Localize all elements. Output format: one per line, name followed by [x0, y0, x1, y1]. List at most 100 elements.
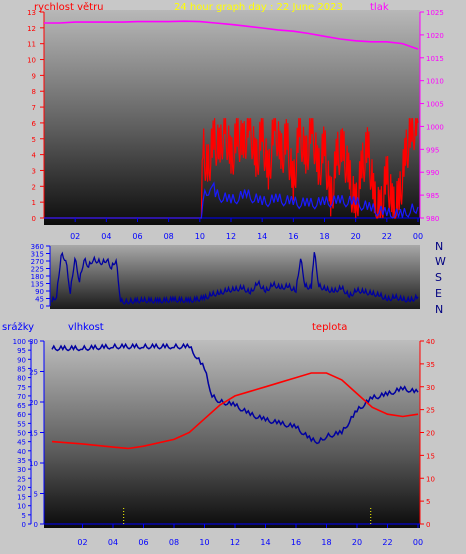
temperature-label: teplota [312, 322, 347, 333]
bottom-x-tick-label: 10 [199, 538, 209, 547]
rain-axis-tick-label: 65 [17, 402, 26, 410]
pressure-axis-tick-label: 1005 [426, 101, 444, 109]
wind-axis-tick-label: 6 [32, 120, 37, 128]
wind-direction-series-line [51, 251, 419, 305]
humidity-series-line [51, 342, 419, 445]
rain-axis-tick-label: 15 [17, 494, 26, 502]
pressure-axis-tick-label: 990 [426, 169, 439, 177]
temperature-series-line [51, 372, 419, 450]
wind-axis-tick-label: 10 [27, 57, 36, 65]
bottom-x-tick-label: 22 [382, 538, 392, 547]
wind-speed-series-line [44, 118, 419, 219]
bottom-x-tick-label: 12 [230, 538, 240, 547]
rain-axis-tick-label: 85 [17, 365, 26, 373]
humidity-axis-tick-label: 15 [29, 430, 38, 438]
bottom-x-tick-label: 18 [321, 538, 331, 547]
bottom-x-tick-label: 04 [108, 538, 118, 547]
wind-axis-tick-label: 13 [27, 9, 36, 17]
top-x-tick-label: 02 [70, 232, 80, 241]
rain-axis-tick-label: 35 [17, 457, 26, 465]
rain-axis-tick-label: 70 [17, 393, 26, 401]
direction-axis-tick-label: 90 [35, 288, 44, 296]
wind-axis-tick-label: 9 [32, 72, 36, 80]
humidity-axis-tick-label: 30 [29, 338, 38, 346]
top-x-tick-label: 08 [164, 232, 174, 241]
rain-axis-tick-label: 60 [17, 411, 26, 419]
direction-axis-tick-label: 0 [40, 303, 44, 311]
temperature-axis-tick-label: 40 [426, 338, 435, 346]
humidity-axis-tick-label: 20 [29, 399, 38, 407]
top-x-tick-label: 10 [195, 232, 205, 241]
wind-axis-tick-label: 8 [32, 88, 36, 96]
bottom-x-tick-label: 00 [413, 538, 423, 547]
pressure-axis-tick-label: 995 [426, 146, 439, 154]
direction-axis-tick-label: 225 [31, 266, 44, 274]
top-x-tick-label: 06 [132, 232, 142, 241]
rain-axis-tick-label: 25 [17, 475, 26, 483]
rain-axis-tick-label: 30 [17, 466, 26, 474]
pressure-label: tlak [370, 2, 389, 13]
bottom-x-tick-label: 06 [138, 538, 148, 547]
rain-axis-tick-label: 45 [17, 439, 26, 447]
chart-title: 24 hour graph day : 22 June 2023 [174, 2, 343, 13]
humidity-label: vlhkost [68, 322, 104, 333]
humidity-axis-tick-label: 10 [29, 460, 38, 468]
rain-axis-tick-label: 40 [17, 448, 26, 456]
pressure-axis-tick-label: 1000 [426, 123, 444, 131]
bottom-x-tick-label: 16 [291, 538, 301, 547]
pressure-axis-tick-label: 1010 [426, 78, 444, 86]
mid-plot-area [50, 245, 420, 309]
rain-axis-tick-label: 95 [17, 347, 26, 355]
wind-gust-series-line [44, 181, 419, 219]
top-x-tick-label: 18 [319, 232, 329, 241]
pressure-axis-tick-label: 1020 [426, 32, 444, 40]
top-x-tick-label: 00 [413, 232, 423, 241]
bottom-x-tick-label: 14 [260, 538, 270, 547]
temperature-axis-tick-label: 25 [426, 407, 435, 415]
humidity-axis-tick-label: 25 [29, 369, 38, 377]
top-plot-area [44, 10, 420, 225]
direction-axis-tick-label: 360 [31, 243, 44, 251]
wind-axis-tick-label: 7 [32, 104, 36, 112]
direction-label-n-bottom: N [435, 303, 443, 316]
direction-label-e: E [435, 287, 442, 300]
top-x-tick-label: 20 [351, 232, 361, 241]
top-x-tick-label: 12 [226, 232, 236, 241]
wind-axis-tick-label: 0 [32, 215, 36, 223]
pressure-axis-tick-label: 980 [426, 215, 439, 223]
direction-axis-tick-label: 180 [31, 273, 44, 281]
bottom-x-tick-label: 20 [352, 538, 362, 547]
direction-label-s: S [435, 271, 442, 284]
direction-label-n-top: N [435, 240, 443, 253]
rain-axis-tick-label: 10 [17, 503, 26, 511]
bottom-plot-area [44, 340, 420, 528]
temperature-axis-tick-label: 5 [426, 498, 430, 506]
direction-axis-tick-label: 270 [31, 258, 44, 266]
rain-label: srážky [2, 321, 34, 333]
bottom-x-tick-label: 08 [169, 538, 179, 547]
wind-axis-tick-label: 4 [32, 152, 37, 160]
temperature-axis-tick-label: 15 [426, 452, 435, 460]
rain-axis-tick-label: 5 [22, 512, 26, 520]
rain-axis-tick-label: 20 [17, 484, 26, 492]
pressure-axis-tick-label: 1015 [426, 55, 444, 63]
humidity-axis-tick-label: 0 [34, 521, 38, 529]
temperature-axis-tick-label: 35 [426, 361, 435, 369]
wind-axis-tick-label: 11 [27, 41, 36, 49]
rain-axis-tick-label: 50 [17, 430, 26, 438]
bottom-x-tick-label: 02 [77, 538, 87, 547]
rain-axis-tick-label: 100 [13, 338, 26, 346]
humidity-axis-tick-label: 5 [34, 491, 38, 499]
direction-label-w: W [435, 255, 446, 268]
direction-axis-tick-label: 135 [31, 281, 44, 289]
pressure-axis-tick-label: 985 [426, 192, 439, 200]
wind-axis-tick-label: 2 [32, 183, 36, 191]
rain-axis-tick-label: 80 [17, 375, 26, 383]
top-x-tick-label: 22 [382, 232, 392, 241]
direction-axis-tick-label: 45 [35, 296, 44, 304]
wind-speed-label: rychlost větru [34, 1, 104, 13]
top-x-tick-label: 16 [288, 232, 298, 241]
pressure-series-line [44, 20, 419, 50]
temperature-axis-tick-label: 10 [426, 475, 435, 483]
